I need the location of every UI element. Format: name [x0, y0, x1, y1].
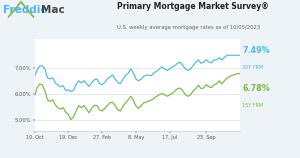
Text: 7.49%: 7.49%	[242, 46, 270, 55]
Text: Freddie: Freddie	[3, 5, 47, 15]
Text: U.S. weekly average mortgage rates as of 10/05/2023: U.S. weekly average mortgage rates as of…	[117, 25, 260, 30]
Text: 30Y FRM: 30Y FRM	[242, 65, 263, 70]
Text: 6.78%: 6.78%	[242, 84, 270, 93]
Text: Primary Mortgage Market Survey®: Primary Mortgage Market Survey®	[117, 2, 269, 11]
Text: 15Y FRM: 15Y FRM	[242, 103, 263, 108]
Text: Mac: Mac	[40, 5, 64, 15]
